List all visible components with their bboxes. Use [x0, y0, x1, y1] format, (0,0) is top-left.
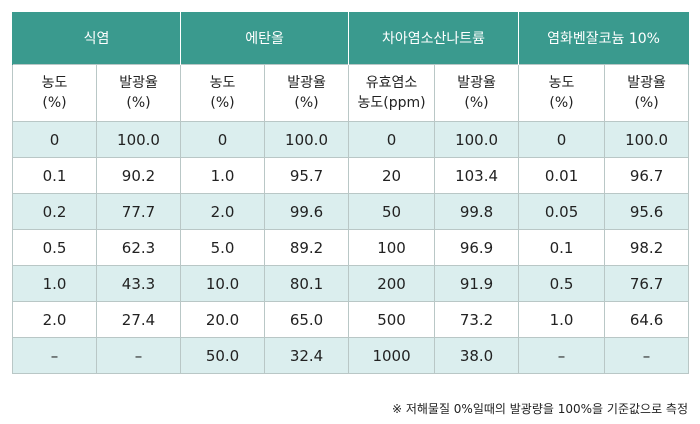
table-cell: 2.0: [180, 193, 266, 230]
sub-header-row: 농도 (%) 발광율 (%) 농도 (%) 발광율 (%) 유효염소 농도(ppm) 발광율 (%) 농…: [12, 64, 690, 122]
table-row: 2.0 27.4 20.0 65.0 500 73.2 1.0 64.6: [12, 301, 690, 338]
sub-header-line: (%): [210, 95, 235, 111]
table-cell: 0.5: [518, 265, 606, 302]
table-cell: 1000: [348, 337, 436, 374]
table-cell: 0.1: [12, 157, 97, 194]
table-cell: 100.0: [95, 121, 182, 158]
table-cell: 62.3: [95, 229, 182, 266]
sub-header-line: (%): [634, 95, 659, 111]
table-cell: 96.9: [434, 229, 520, 266]
results-table-container: 식염 에탄올 차아염소산나트륨 염화벤잘코늄 10% 농도 (%) 발광율 (%) 농도…: [11, 12, 690, 374]
sub-header-line: (%): [549, 95, 574, 111]
table-cell: 95.6: [604, 193, 690, 230]
table-cell: 27.4: [95, 301, 182, 338]
table-cell: 65.0: [264, 301, 350, 338]
table-cell: 50: [348, 193, 436, 230]
sub-header-line: (%): [42, 95, 67, 111]
table-cell: 103.4: [434, 157, 520, 194]
table-row: 0.2 77.7 2.0 99.6 50 99.8 0.05 95.6: [12, 193, 690, 230]
table-cell: 0.1: [518, 229, 606, 266]
sub-header-line: (%): [126, 95, 151, 111]
table-cell: 73.2: [434, 301, 520, 338]
table-row: 0 100.0 0 100.0 0 100.0 0 100.0: [12, 121, 690, 158]
luminescence-table: 식염 에탄올 차아염소산나트륨 염화벤잘코늄 10% 농도 (%) 발광율 (%) 농도…: [11, 12, 690, 374]
table-cell: –: [518, 337, 606, 374]
table-cell: 10.0: [180, 265, 266, 302]
sub-header-line: (%): [464, 95, 489, 111]
table-cell: 76.7: [604, 265, 690, 302]
table-cell: 91.9: [434, 265, 520, 302]
sub-header-line: (%): [294, 95, 319, 111]
table-cell: 0: [12, 121, 97, 158]
sub-header-cell: 농도 (%): [12, 64, 97, 122]
sub-header-line: 발광율: [119, 75, 158, 91]
table-cell: 38.0: [434, 337, 520, 374]
table-cell: 99.8: [434, 193, 520, 230]
table-cell: –: [604, 337, 690, 374]
table-row: – –50.0 32.4 1000 38.0– –: [12, 337, 690, 374]
table-cell: 32.4: [264, 337, 350, 374]
table-cell: 200: [348, 265, 436, 302]
group-header-ethanol: 에탄올: [180, 12, 350, 65]
table-cell: 100.0: [604, 121, 690, 158]
table-cell: 77.7: [95, 193, 182, 230]
sub-header-line: 유효염소: [365, 75, 418, 91]
sub-header-cell: 발광율 (%): [604, 64, 690, 122]
sub-header-line: 발광율: [627, 75, 666, 91]
table-cell: 20: [348, 157, 436, 194]
table-cell: 20.0: [180, 301, 266, 338]
table-cell: 0.2: [12, 193, 97, 230]
table-cell: 500: [348, 301, 436, 338]
table-cell: 95.7: [264, 157, 350, 194]
table-row: 0.5 62.3 5.0 89.2 100 96.9 0.1 98.2: [12, 229, 690, 266]
table-cell: –: [95, 337, 182, 374]
sub-header-line: 발광율: [287, 75, 326, 91]
table-cell: 99.6: [264, 193, 350, 230]
sub-header-cell: 발광율 (%): [434, 64, 520, 122]
table-cell: 90.2: [95, 157, 182, 194]
table-cell: 0: [518, 121, 606, 158]
sub-header-line: 발광율: [457, 75, 496, 91]
sub-header-line: 농도(ppm): [357, 95, 426, 111]
group-header-benzalkonium-chloride: 염화벤잘코늄 10%: [518, 12, 690, 65]
table-cell: 0: [180, 121, 266, 158]
table-cell: 0.01: [518, 157, 606, 194]
table-cell: 100: [348, 229, 436, 266]
table-cell: 50.0: [180, 337, 266, 374]
table-cell: 98.2: [604, 229, 690, 266]
table-cell: –: [12, 337, 97, 374]
table-cell: 5.0: [180, 229, 266, 266]
table-cell: 100.0: [434, 121, 520, 158]
table-row: 1.0 43.3 10.0 80.1 200 91.9 0.5 76.7: [12, 265, 690, 302]
sub-header-cell: 발광율 (%): [95, 64, 182, 122]
table-cell: 96.7: [604, 157, 690, 194]
table-cell: 0: [348, 121, 436, 158]
table-row: 0.1 90.2 1.0 95.7 20 103.4 0.01 96.7: [12, 157, 690, 194]
sub-header-cell: 농도 (%): [518, 64, 606, 122]
table-cell: 100.0: [264, 121, 350, 158]
group-header-sodium-hypochlorite: 차아염소산나트륨: [348, 12, 520, 65]
table-cell: 89.2: [264, 229, 350, 266]
table-cell: 2.0: [12, 301, 97, 338]
table-cell: 43.3: [95, 265, 182, 302]
footnote: ※ 저해물질 0%일때의 발광량을 100%을 기준값으로 측정: [391, 402, 688, 416]
group-header-row: 식염 에탄올 차아염소산나트륨 염화벤잘코늄 10%: [11, 12, 690, 65]
table-cell: 0.5: [12, 229, 97, 266]
sub-header-cell: 발광율 (%): [264, 64, 350, 122]
table-cell: 1.0: [12, 265, 97, 302]
sub-header-cell: 농도 (%): [180, 64, 266, 122]
table-body: 0 100.0 0 100.0 0 100.0 0 100.0 0.1 90.2 1.0 95.7 20…: [12, 121, 690, 374]
table-cell: 80.1: [264, 265, 350, 302]
table-cell: 1.0: [518, 301, 606, 338]
group-header-salt: 식염: [11, 12, 182, 65]
table-cell: 1.0: [180, 157, 266, 194]
sub-header-line: 농도: [41, 75, 68, 91]
sub-header-line: 농도: [548, 75, 575, 91]
table-cell: 64.6: [604, 301, 690, 338]
sub-header-line: 농도: [209, 75, 236, 91]
table-cell: 0.05: [518, 193, 606, 230]
